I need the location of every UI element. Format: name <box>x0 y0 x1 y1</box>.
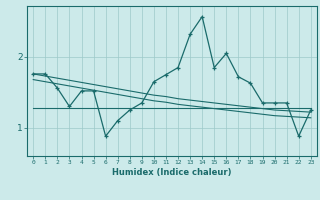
X-axis label: Humidex (Indice chaleur): Humidex (Indice chaleur) <box>112 168 232 177</box>
